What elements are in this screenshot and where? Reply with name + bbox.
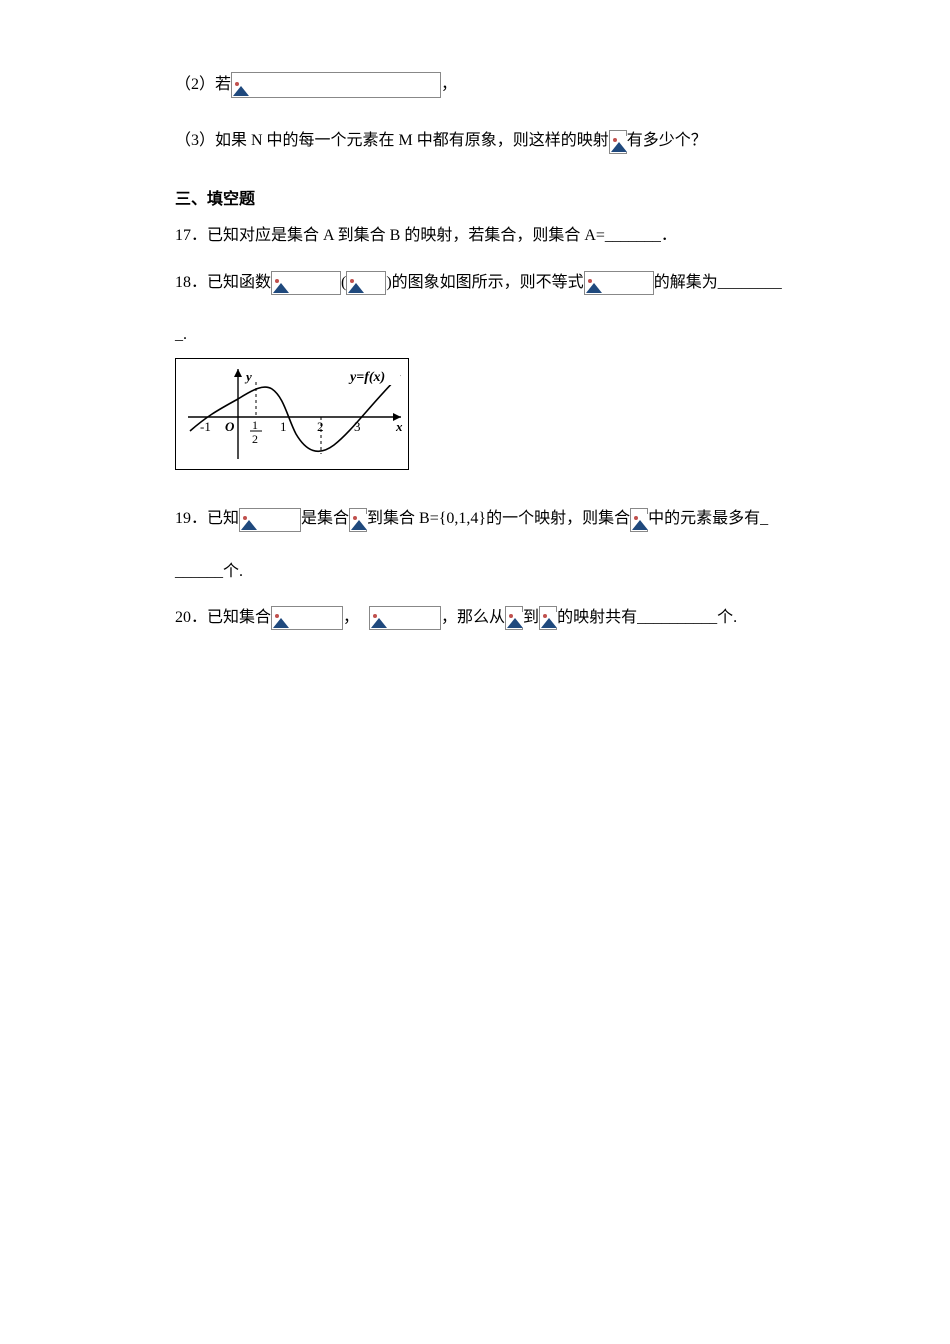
function-graph-svg: y x O -1 1 2 1 2 3 y=f(x)	[176, 359, 408, 469]
q19-p4: 中的元素最多有_	[648, 510, 768, 527]
broken-image	[271, 606, 343, 630]
q18-p1: 18．已知函数	[175, 274, 271, 291]
function-graph: y x O -1 1 2 1 2 3 y=f(x)	[175, 358, 409, 470]
svg-text:O: O	[225, 419, 235, 434]
question-20: 20．已知集合 ， ，那么从 到 的映射	[175, 603, 775, 633]
svg-text:y: y	[244, 369, 252, 384]
svg-text:y=f(x): y=f(x)	[348, 370, 385, 385]
broken-image	[239, 508, 301, 532]
broken-image-icon	[348, 277, 364, 293]
q18-p4: 的解集为________	[654, 274, 782, 291]
broken-image-icon	[611, 136, 627, 152]
broken-image	[349, 508, 367, 532]
q17-text: 17．已知对应是集合 A 到集合 B 的映射，若集合，则集合 A=_______…	[175, 227, 677, 244]
broken-image-icon	[273, 612, 289, 628]
question-18-tail: _.	[175, 320, 775, 350]
broken-image-icon	[233, 80, 249, 96]
svg-text:1: 1	[252, 418, 258, 432]
q19-p2: 是集合	[301, 510, 349, 527]
svg-text:2: 2	[317, 419, 324, 434]
broken-image-icon	[632, 514, 648, 530]
q20-p4: 到	[523, 609, 539, 626]
q19-p3: 到集合 B={0,1,4}的一个映射，则集合	[367, 510, 630, 527]
broken-image-icon	[507, 612, 523, 628]
question-19: 19．已知 是集合 到集合 B={0,1,4}的一个映射，则集合 中的元素最多有…	[175, 504, 775, 534]
broken-image	[505, 606, 523, 630]
svg-text:-1: -1	[200, 419, 211, 434]
broken-image	[231, 72, 441, 98]
broken-image	[584, 271, 654, 295]
q19-p1: 19．已知	[175, 510, 239, 527]
q2-suffix: ，	[441, 76, 457, 93]
question-19-tail: ______个.	[175, 557, 775, 587]
broken-image-icon	[241, 514, 257, 530]
broken-image-icon	[586, 277, 602, 293]
q20-p1: 20．已知集合	[175, 609, 271, 626]
question-3: （3）如果 N 中的每一个元素在 M 中都有原象，则这样的映射 有多少个？	[175, 126, 775, 156]
q18-p3: )的图象如图所示，则不等式	[386, 274, 583, 291]
broken-image	[609, 130, 627, 154]
page-root: （2）若 ， （3）如果 N 中的每一个元素在 M 中都有原象，则这样的映射 有…	[0, 0, 950, 634]
q3-prefix: （3）如果 N 中的每一个元素在 M 中都有原象，则这样的映射	[175, 132, 609, 149]
question-2: （2）若 ，	[175, 70, 775, 100]
q2-prefix: （2）若	[175, 76, 231, 93]
broken-image	[369, 606, 441, 630]
q20-p5: 的映射共有__________个.	[557, 609, 737, 626]
svg-text:2: 2	[252, 432, 258, 446]
q19-tail: ______个.	[175, 563, 243, 580]
section-3-heading: 三、填空题	[175, 185, 775, 215]
broken-image	[539, 606, 557, 630]
broken-image	[630, 508, 648, 532]
broken-image	[346, 271, 386, 295]
q3-suffix: 有多少个？	[627, 132, 707, 149]
broken-image	[271, 271, 341, 295]
broken-image-icon	[351, 514, 367, 530]
svg-text:x: x	[395, 419, 403, 434]
question-17: 17．已知对应是集合 A 到集合 B 的映射，若集合，则集合 A=_______…	[175, 221, 775, 251]
broken-image-icon	[541, 612, 557, 628]
broken-image-icon	[273, 277, 289, 293]
broken-image-icon	[371, 612, 387, 628]
svg-text:3: 3	[354, 419, 361, 434]
svg-text:1: 1	[280, 419, 287, 434]
q20-p3: ，那么从	[441, 609, 505, 626]
q20-p2: ，	[343, 609, 359, 626]
q18-tail: _.	[175, 326, 187, 343]
question-18: 18．已知函数 ( )的图象如图所示，则不等式 的解集为________	[175, 268, 775, 298]
